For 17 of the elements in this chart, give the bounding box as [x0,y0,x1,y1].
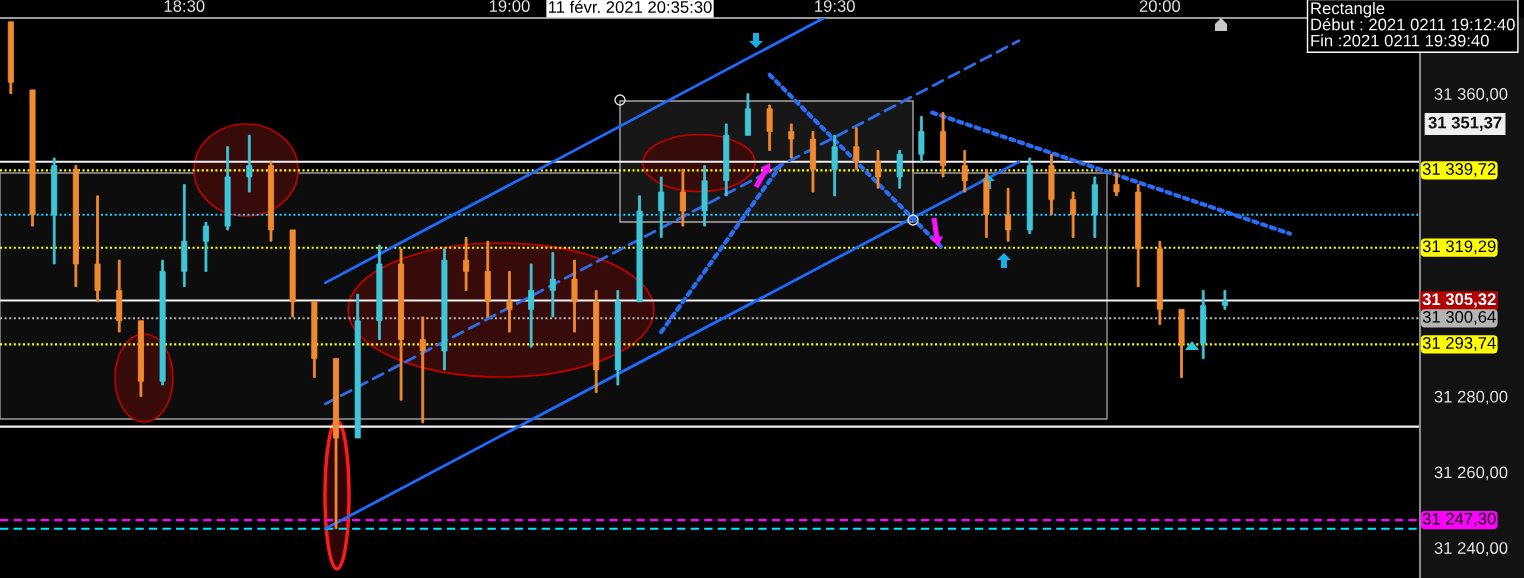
y-tick-label: 31 260,00 [1434,466,1508,481]
ref-line-label: 31 300,64 [1422,310,1496,325]
annotation: Rectangle Début : 2021 0211 19:12:40 Fin :2021 0211 19:39:40 [1311,2,1515,47]
x-tick-label: 20:00 [1139,0,1181,12]
ref-line-label: 31 247,30 [1422,512,1496,527]
ref-line-label: 31 293,74 [1422,337,1496,351]
ref-line-label: 31 305,32 [1422,293,1496,308]
ref-line-label: 31 339,72 [1422,163,1496,177]
y-tick-label: 31 280,00 [1434,390,1508,405]
x-tick-label: 18:30 [164,0,205,12]
text: 31 351,37 [1428,116,1502,131]
ref-line-label: 31 319,29 [1422,240,1496,255]
y-tick-label: 31 360,00 [1434,88,1508,102]
x-tick-label: 19:30 [815,0,855,12]
y-tick-label: 31 240,00 [1434,542,1508,556]
text: 11 févr. 2021 20:35:30 [548,0,712,13]
x-tick-label: 19:00 [489,0,530,12]
